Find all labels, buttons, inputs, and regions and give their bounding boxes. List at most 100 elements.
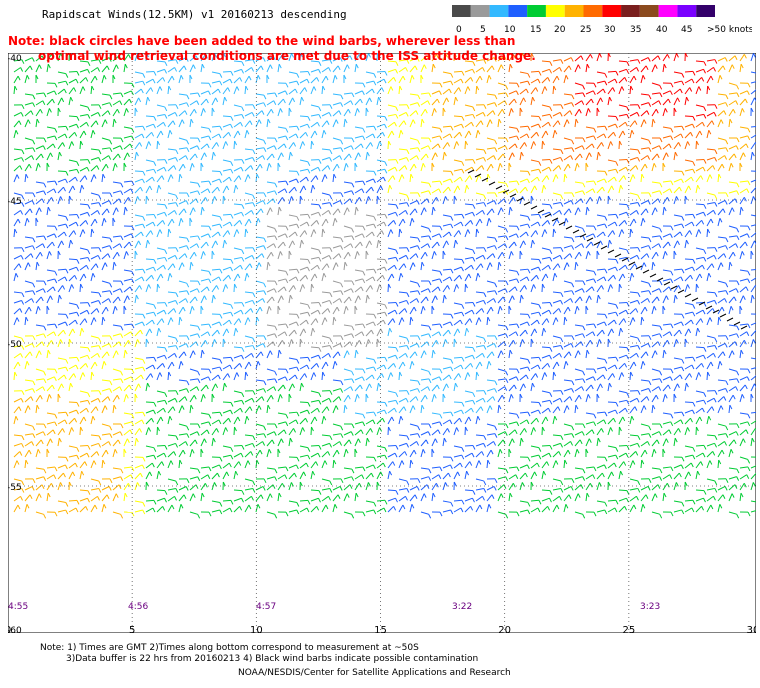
wind-barb-flag (202, 394, 206, 399)
wind-barb (101, 75, 105, 84)
wind-barb-flag (317, 122, 320, 127)
wind-barb (739, 180, 749, 183)
wind-barb-flag (236, 229, 240, 234)
wind-barb-flag (193, 252, 197, 257)
wind-barb (398, 397, 407, 403)
wind-barb (530, 87, 537, 95)
wind-barb-flag (468, 273, 472, 279)
wind-barb (739, 108, 743, 117)
wind-barb (574, 243, 582, 249)
wind-barb-flag (259, 163, 263, 169)
wind-barb-flag (428, 333, 432, 338)
wind-barb-flag (19, 308, 23, 313)
wind-barb-flag (305, 176, 309, 182)
wind-barb-flag (181, 262, 185, 267)
wind-barb (200, 350, 203, 359)
wind-barb-flag (360, 286, 364, 292)
wind-barb (695, 416, 701, 425)
wind-barb (739, 126, 748, 129)
wind-barb-flag (239, 408, 243, 413)
wind-barb (354, 421, 363, 425)
wind-barb-flag (292, 383, 295, 389)
wind-barb (695, 77, 703, 84)
wind-barb (145, 274, 152, 282)
wind-barb-flag (560, 337, 564, 343)
wind-barb (662, 278, 671, 282)
wind-barb (574, 55, 582, 62)
wind-barb-flag (713, 112, 717, 117)
wind-barb-flag (175, 194, 179, 200)
wind-barb-flag (280, 295, 284, 300)
wind-barb-flag (390, 86, 394, 91)
wind-barb-flag (526, 133, 530, 139)
wind-barb-flag (86, 122, 89, 127)
wind-barb (541, 140, 544, 150)
wind-barb-flag (362, 368, 366, 374)
wind-barb (508, 188, 517, 194)
wind-barb-flag (472, 392, 476, 398)
wind-barb (35, 235, 44, 238)
wind-barb (68, 284, 73, 293)
wind-barb (475, 218, 481, 227)
wind-barb (277, 278, 286, 282)
wind-barb-flag (134, 250, 138, 256)
wind-barb-flag (230, 304, 234, 309)
wind-barb-flag (285, 278, 289, 284)
wind-barb (717, 316, 720, 326)
wind-barb (233, 390, 242, 394)
wind-barb (277, 135, 286, 139)
wind-barb (288, 339, 292, 348)
wind-barb-flag (60, 196, 63, 201)
wind-barb-flag (285, 128, 289, 133)
wind-barb-flag (126, 438, 130, 443)
wind-barb (57, 152, 60, 161)
wind-barb-flag (504, 145, 508, 150)
wind-barb-flag (335, 119, 339, 124)
wind-barb (486, 137, 495, 141)
wind-barb-flag (175, 390, 179, 395)
wind-barb-flag (626, 445, 630, 450)
wind-barb (475, 209, 483, 216)
wind-barb (530, 311, 539, 315)
wind-barb-flag (124, 206, 128, 212)
wind-barb (640, 173, 643, 183)
wind-barb-flag (692, 311, 696, 317)
wind-barb-flag (544, 86, 548, 91)
wind-barb (541, 68, 550, 73)
wind-barb (409, 245, 418, 249)
wind-barb-flag (422, 163, 426, 168)
wind-barb (211, 231, 219, 238)
wind-barb (750, 224, 756, 227)
wind-barb (266, 306, 270, 315)
wind-barb (288, 357, 297, 361)
wind-barb-flag (592, 376, 596, 381)
wind-barb (112, 394, 118, 403)
wind-barb-flag (329, 337, 333, 343)
wind-barb-flag (373, 457, 377, 462)
wind-barb-flag (354, 448, 358, 454)
legend-swatch (470, 5, 490, 17)
wind-barb-flag (296, 73, 300, 78)
wind-barb-flag (195, 341, 199, 346)
wind-barb (530, 445, 539, 449)
wind-barb-flag (215, 240, 219, 246)
wind-barb (24, 155, 32, 161)
wind-barb-flag (488, 218, 492, 223)
wind-barb-flag (659, 137, 663, 143)
wind-barb-flag (591, 286, 595, 292)
wind-barb (13, 263, 20, 271)
wind-barb-flag (698, 372, 702, 377)
wind-barb-flag (98, 104, 102, 110)
wind-barb (376, 427, 381, 436)
wind-barb-flag (318, 212, 321, 217)
wind-barb (354, 241, 361, 249)
wind-barb-flag (714, 292, 718, 298)
wind-barb (332, 262, 337, 271)
wind-barb-flag (569, 110, 573, 115)
wind-barb (607, 221, 616, 227)
wind-barb (101, 57, 110, 62)
wind-barb (453, 328, 459, 337)
wind-barb (167, 75, 173, 84)
wind-barb-flag (713, 398, 717, 403)
wind-barb-flag (354, 305, 358, 311)
